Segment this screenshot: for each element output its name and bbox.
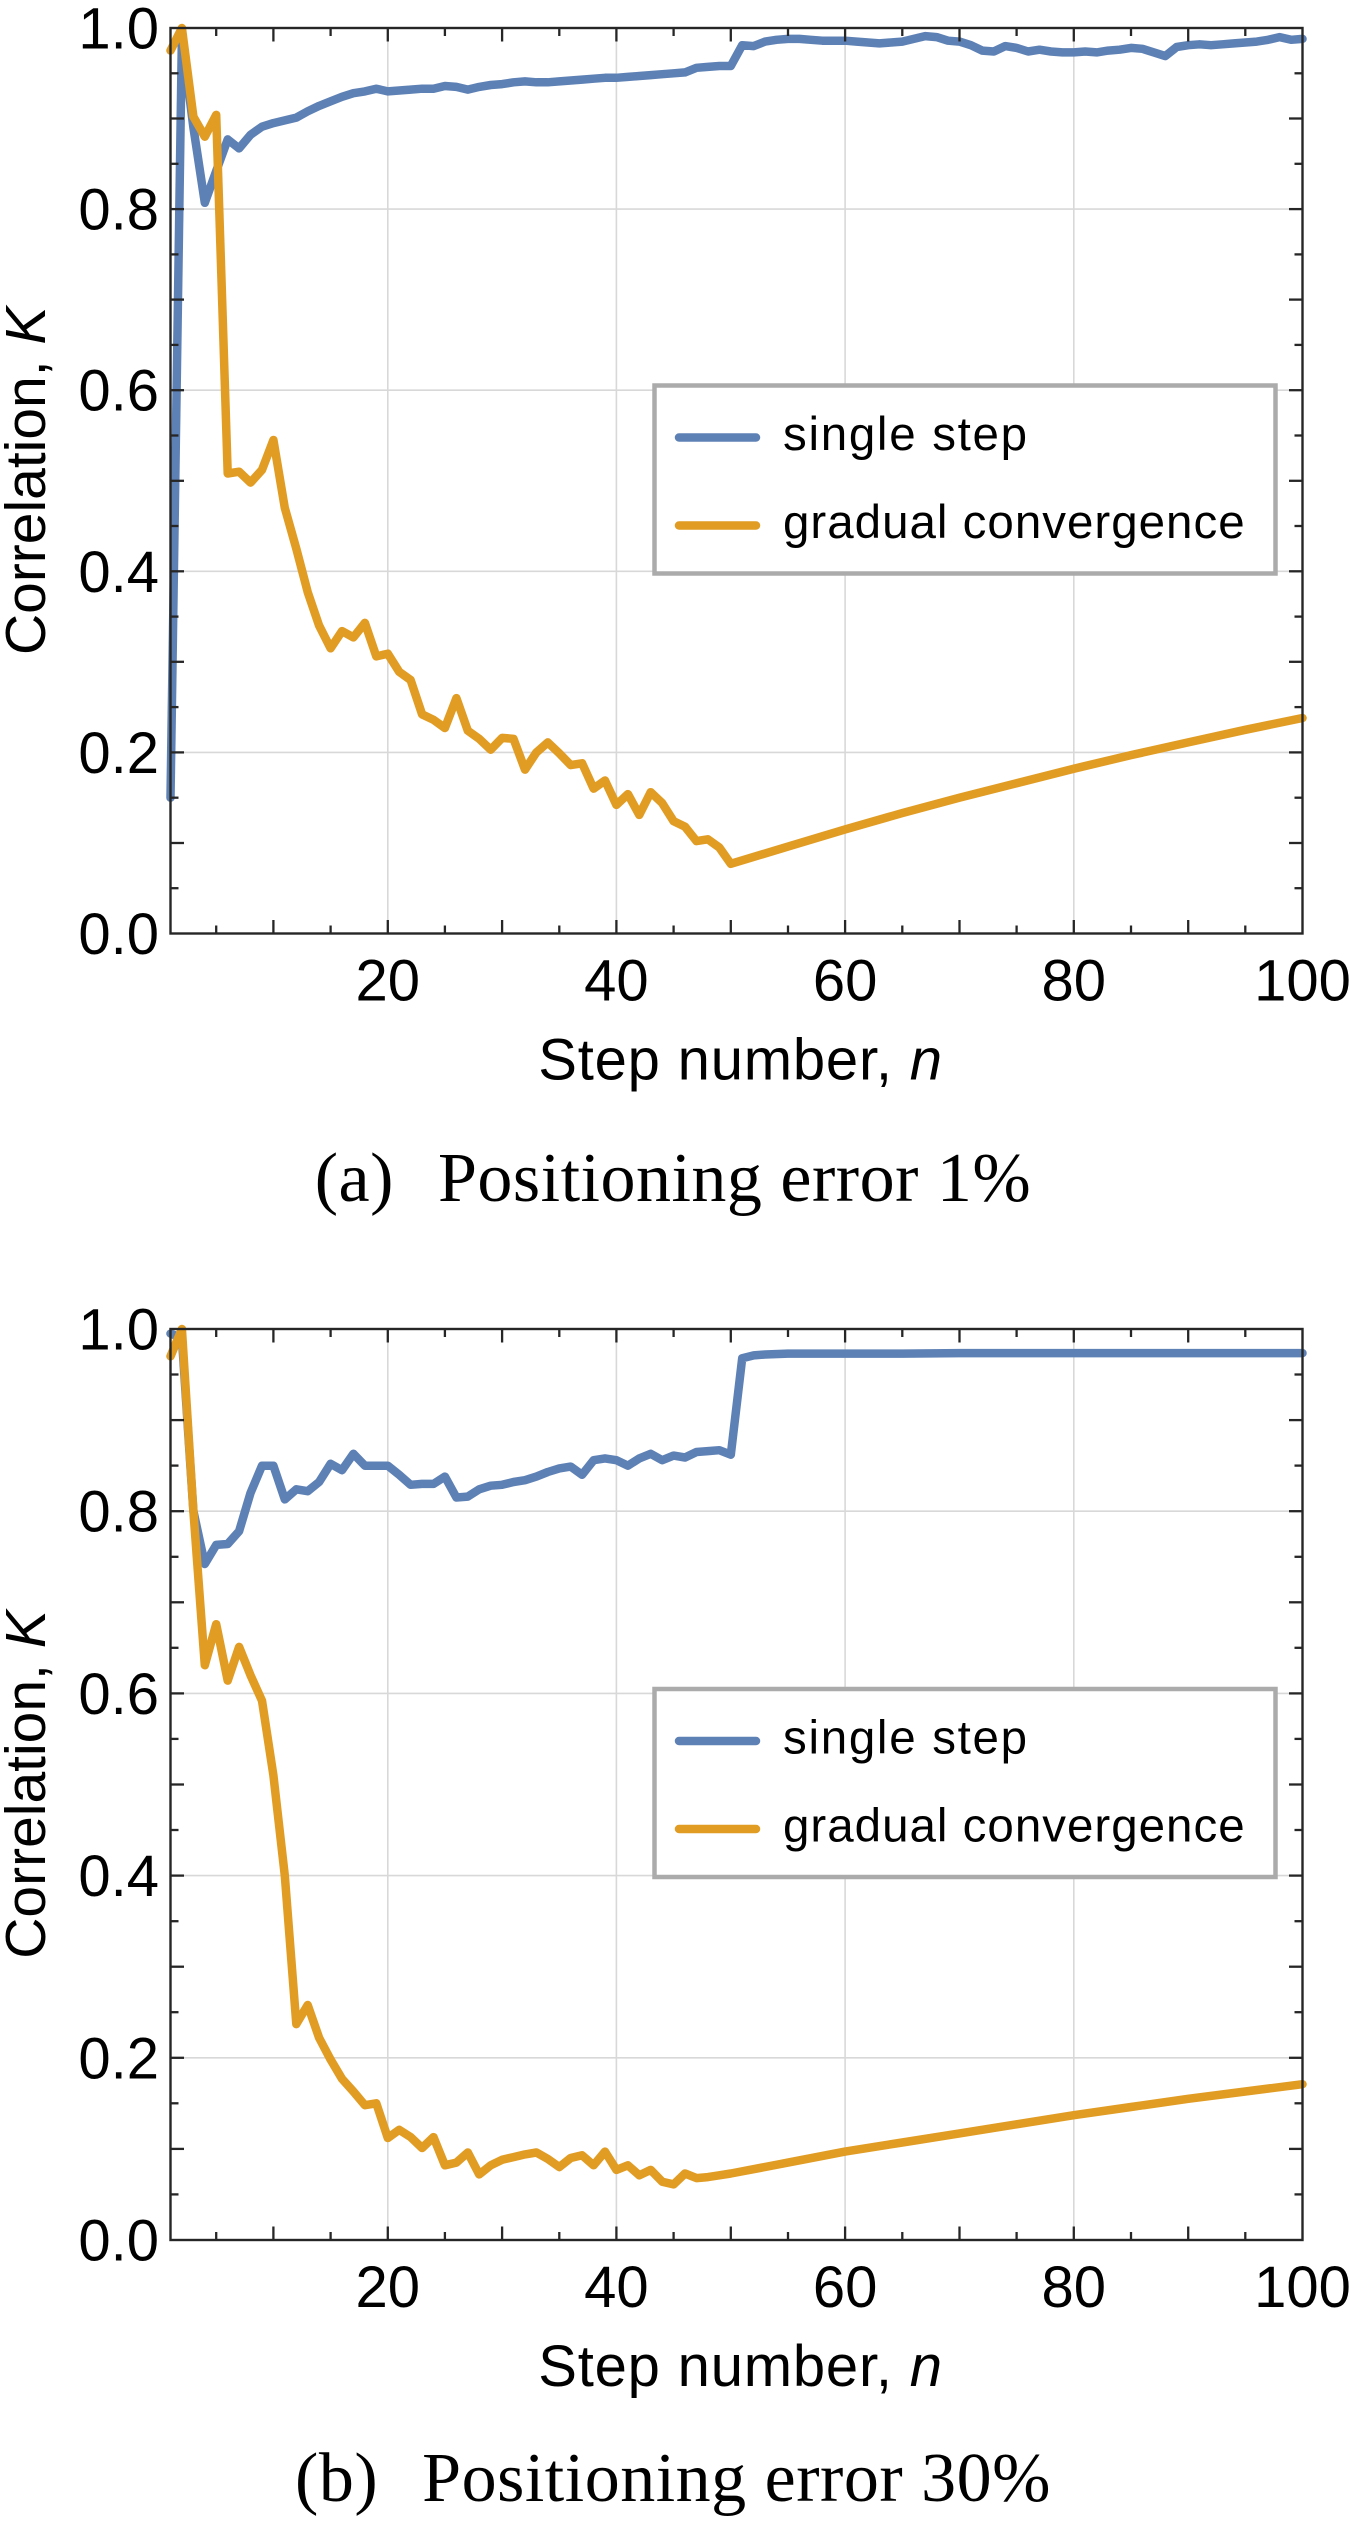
svg-text:0.2: 0.2 [78,2026,159,2091]
svg-text:0.8: 0.8 [78,1480,159,1545]
svg-text:0.8: 0.8 [78,178,159,243]
svg-text:Step number, n: Step number, n [538,2334,943,2399]
svg-text:Step number, n: Step number, n [538,1028,943,1093]
svg-text:1.0: 1.0 [78,1298,159,1363]
svg-text:gradual convergence: gradual convergence [783,496,1246,549]
svg-text:80: 80 [1042,949,1107,1014]
svg-text:40: 40 [584,949,649,1014]
svg-text:0.2: 0.2 [78,721,159,786]
svg-text:60: 60 [813,949,878,1014]
svg-text:0.0: 0.0 [78,902,159,967]
svg-text:40: 40 [584,2255,649,2320]
svg-text:20: 20 [356,949,421,1014]
svg-text:20: 20 [356,2255,421,2320]
svg-text:80: 80 [1042,2255,1107,2320]
svg-text:Correlation, K: Correlation, K [0,304,58,655]
svg-text:0.6: 0.6 [78,1662,159,1727]
svg-text:1.0: 1.0 [78,0,159,62]
svg-text:100: 100 [1254,949,1350,1014]
svg-text:0.4: 0.4 [78,1844,159,1909]
svg-text:single step: single step [783,408,1029,461]
svg-text:0.6: 0.6 [78,359,159,424]
svg-text:0.0: 0.0 [78,2209,159,2274]
svg-text:Correlation, K: Correlation, K [0,1607,58,1958]
svg-text:60: 60 [813,2255,878,2320]
svg-text:gradual convergence: gradual convergence [783,1800,1246,1853]
svg-text:single step: single step [783,1712,1029,1765]
svg-text:100: 100 [1254,2255,1350,2320]
svg-text:0.4: 0.4 [78,540,159,605]
